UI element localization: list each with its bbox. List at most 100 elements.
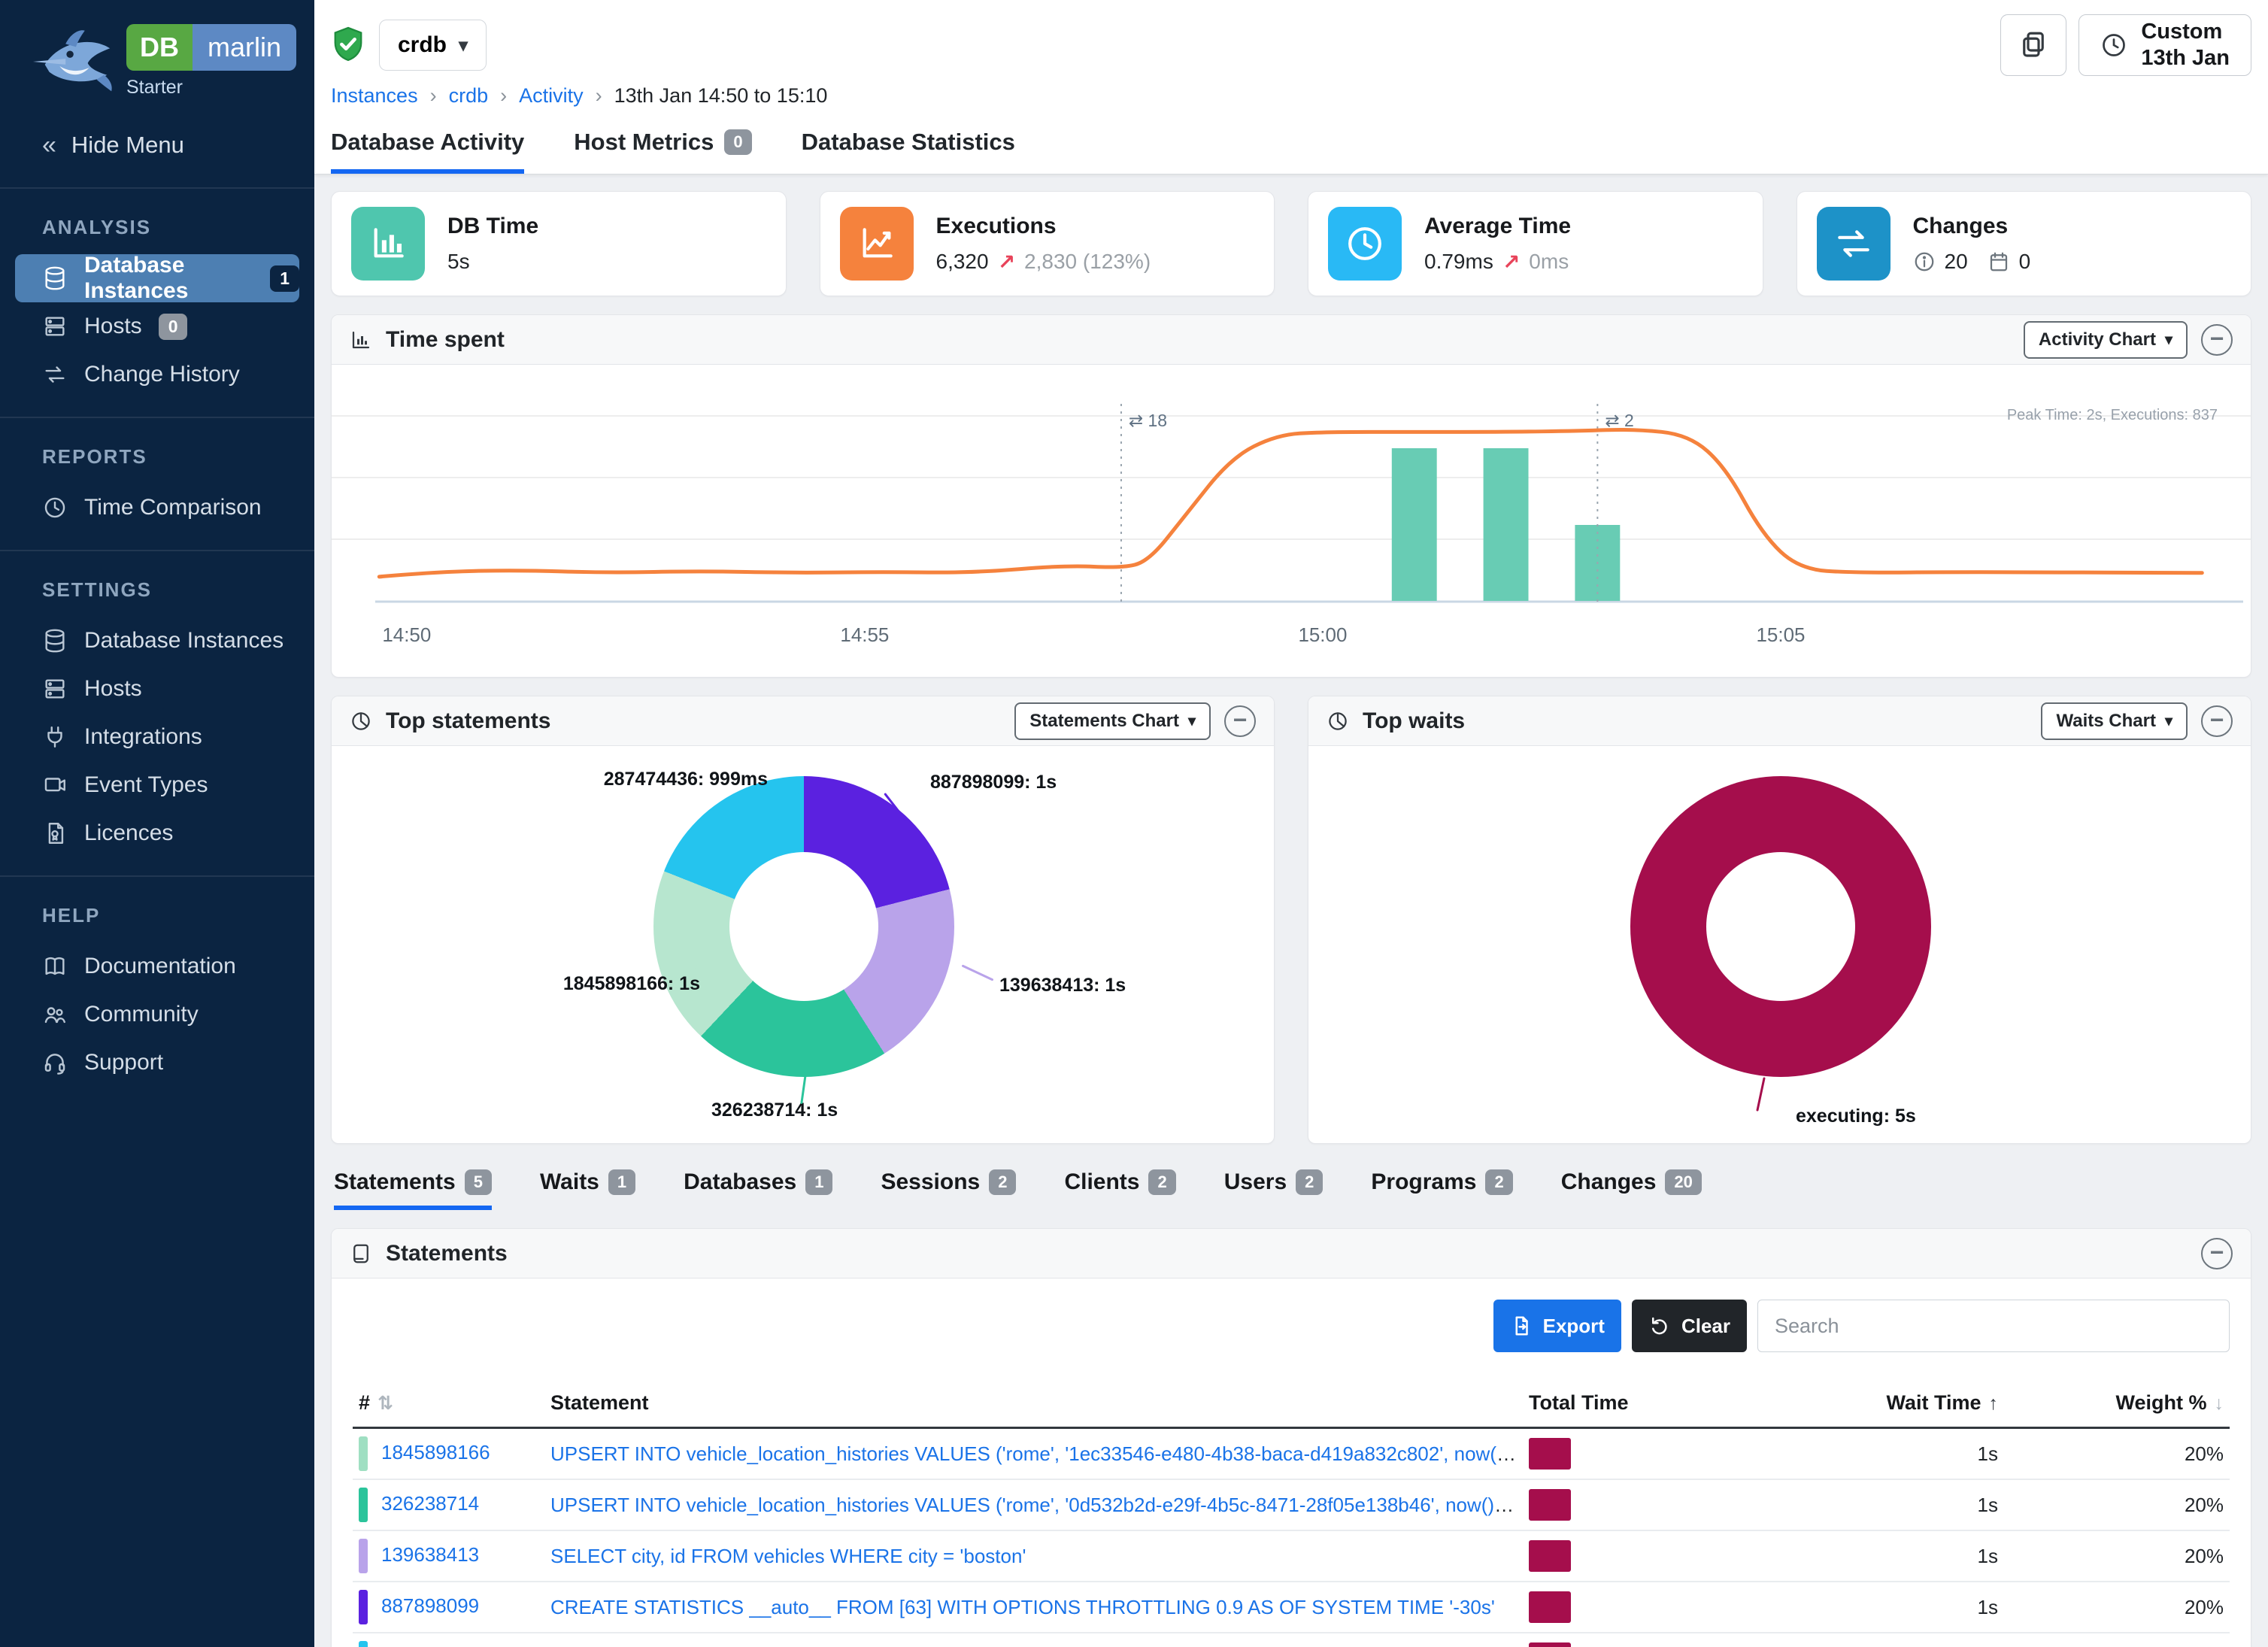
executions-delta: 2,830 (123%)	[1024, 250, 1151, 273]
health-shield-icon	[334, 26, 362, 62]
collapse-panel-button[interactable]: −	[1224, 705, 1256, 737]
export-button[interactable]: Export	[1493, 1300, 1621, 1352]
activity-chart-dropdown[interactable]: Activity Chart ▾	[2023, 320, 2188, 359]
total-time-cell	[1523, 1530, 1673, 1582]
chart-icon	[350, 329, 372, 351]
statement-id-link[interactable]: 326238714	[381, 1491, 480, 1515]
top-waits-header: Top waits Waits Chart ▾ −	[1308, 696, 2251, 746]
hide-menu-button[interactable]: « Hide Menu	[42, 130, 184, 159]
top-header: crdb ▾ Custom 13th Jan Instances › crdb ›	[314, 0, 2268, 174]
statement-link[interactable]: UPSERT INTO vehicle_location_histories V…	[550, 1442, 1523, 1465]
statements-donut-chart[interactable]: 287474436: 999ms 887898099: 1s 139638413…	[332, 746, 1274, 1143]
sidebar-item-community[interactable]: Community	[0, 990, 314, 1039]
detail-tab-programs[interactable]: Programs 2	[1371, 1169, 1513, 1210]
swap-icon	[42, 362, 68, 387]
sidebar-item-time-comparison[interactable]: Time Comparison	[0, 484, 314, 532]
sidebar-item-integrations[interactable]: Integrations	[0, 713, 314, 761]
statement-id-link[interactable]: 887898099	[381, 1594, 480, 1617]
sidebar-divider	[0, 187, 314, 189]
total-time-bar	[1529, 1438, 1571, 1470]
weight-cell: 20%	[2004, 1633, 2230, 1647]
weight-cell: 20%	[2004, 1427, 2230, 1480]
column-header-statement[interactable]: Statement	[544, 1379, 1523, 1429]
statement-id-link[interactable]: 1845898166	[381, 1440, 490, 1463]
time-range-button[interactable]: Custom 13th Jan	[2078, 14, 2251, 76]
detail-tab-clients[interactable]: Clients 2	[1064, 1169, 1176, 1210]
statement-link[interactable]: SELECT city, id FROM vehicles WHERE city…	[550, 1544, 1026, 1567]
total-time-cell	[1523, 1633, 1673, 1647]
column-header-total-time[interactable]: Total Time	[1523, 1379, 1673, 1429]
weight-cell: 20%	[2004, 1479, 2230, 1531]
breadcrumb-crdb[interactable]: crdb	[448, 84, 489, 107]
caret-down-icon: ▾	[2164, 713, 2172, 729]
tab-database-statistics[interactable]: Database Statistics	[801, 129, 1015, 155]
tab-host-metrics[interactable]: Host Metrics 0	[574, 129, 752, 174]
clear-button[interactable]: Clear	[1631, 1300, 1747, 1352]
sidebar-item-change-history[interactable]: Change History	[0, 350, 314, 399]
statement-color-chip	[359, 1539, 368, 1573]
svg-text:15:00: 15:00	[1298, 623, 1347, 646]
breadcrumb-activity[interactable]: Activity	[519, 84, 584, 107]
detail-tab-sessions[interactable]: Sessions 2	[881, 1169, 1017, 1210]
count-badge: 1	[805, 1169, 833, 1195]
clock-icon	[1328, 207, 1402, 281]
sort-asc-icon: ↑	[1988, 1393, 1999, 1414]
weight-cell: 20%	[2004, 1530, 2230, 1582]
collapse-panel-button[interactable]: −	[2201, 1237, 2233, 1269]
collapse-panel-button[interactable]: −	[2201, 323, 2233, 356]
total-time-cell	[1523, 1479, 1673, 1531]
count-badge: 2	[989, 1169, 1017, 1195]
sidebar-item-event-types[interactable]: Event Types	[0, 761, 314, 809]
logo-db-badge: DB	[126, 24, 193, 71]
waits-donut[interactable]	[1630, 776, 1931, 1077]
statement-id-cell: 326238714	[353, 1479, 544, 1531]
total-time-cell	[1523, 1427, 1673, 1480]
statement-id-link[interactable]: 139638413	[381, 1542, 480, 1566]
breadcrumb-instances[interactable]: Instances	[331, 84, 418, 107]
sidebar-item-licences[interactable]: Licences	[0, 809, 314, 857]
statements-donut[interactable]	[653, 776, 954, 1077]
clock-icon	[42, 495, 68, 520]
svg-text:15:05: 15:05	[1757, 623, 1806, 646]
export-icon	[1515, 1316, 1528, 1336]
donut-label: 887898099: 1s	[930, 772, 1057, 793]
sidebar-divider	[0, 875, 314, 877]
statement-link[interactable]: CREATE STATISTICS __auto__ FROM [63] WIT…	[550, 1595, 1495, 1618]
statement-link[interactable]: UPSERT INTO vehicle_location_histories V…	[550, 1493, 1523, 1516]
sidebar-item-documentation[interactable]: Documentation	[0, 942, 314, 990]
time-spent-chart[interactable]: Peak Time: 2s, Executions: 837 ⇄ 18 ⇄ 2 14…	[332, 365, 2251, 677]
detail-tab-users[interactable]: Users 2	[1224, 1169, 1324, 1210]
search-input[interactable]	[1757, 1300, 2230, 1352]
total-time-bar	[1529, 1591, 1571, 1623]
statement-row: 887898099 CREATE STATISTICS __auto__ FRO…	[353, 1582, 2230, 1633]
top-waits-panel: Top waits Waits Chart ▾ − executing: 5s	[1308, 696, 2251, 1144]
waits-donut-chart[interactable]: executing: 5s	[1308, 746, 2251, 1143]
sidebar-item-hosts[interactable]: Hosts 0	[0, 302, 314, 350]
column-header-wait-time[interactable]: Wait Time ↑	[1673, 1379, 2004, 1429]
detail-tab-databases[interactable]: Databases 1	[684, 1169, 833, 1210]
waits-chart-dropdown[interactable]: Waits Chart ▾	[2041, 702, 2188, 740]
chevron-down-icon: ▾	[459, 35, 468, 56]
statement-id-link[interactable]: 287474436	[381, 1645, 479, 1647]
donut-label-connector	[961, 964, 994, 981]
count-badge: 0	[158, 313, 188, 340]
statements-chart-dropdown[interactable]: Statements Chart ▾	[1014, 702, 1211, 740]
tab-database-activity[interactable]: Database Activity	[331, 129, 525, 174]
database-icon	[42, 265, 68, 291]
column-header-num[interactable]: # ⇅	[353, 1379, 544, 1429]
svg-text:⇄ 18: ⇄ 18	[1129, 411, 1167, 430]
collapse-panel-button[interactable]: −	[2201, 705, 2233, 737]
detail-tab-changes[interactable]: Changes 20	[1561, 1169, 1702, 1210]
sidebar-item-hosts[interactable]: Hosts	[0, 665, 314, 713]
event-icon	[42, 772, 68, 798]
sidebar-item-support[interactable]: Support	[0, 1039, 314, 1087]
sidebar-item-database-instances[interactable]: Database Instances 1	[15, 253, 299, 303]
instance-selector[interactable]: crdb ▾	[379, 20, 487, 71]
column-header-weight[interactable]: Weight % ↓	[2004, 1379, 2230, 1429]
detail-tab-waits[interactable]: Waits 1	[540, 1169, 636, 1210]
headset-icon	[42, 1050, 68, 1075]
copy-link-button[interactable]	[2000, 14, 2067, 76]
detail-tab-statements[interactable]: Statements 5	[334, 1169, 492, 1210]
sidebar-item-database-instances[interactable]: Database Instances	[0, 617, 314, 665]
total-time-bar	[1529, 1489, 1571, 1521]
